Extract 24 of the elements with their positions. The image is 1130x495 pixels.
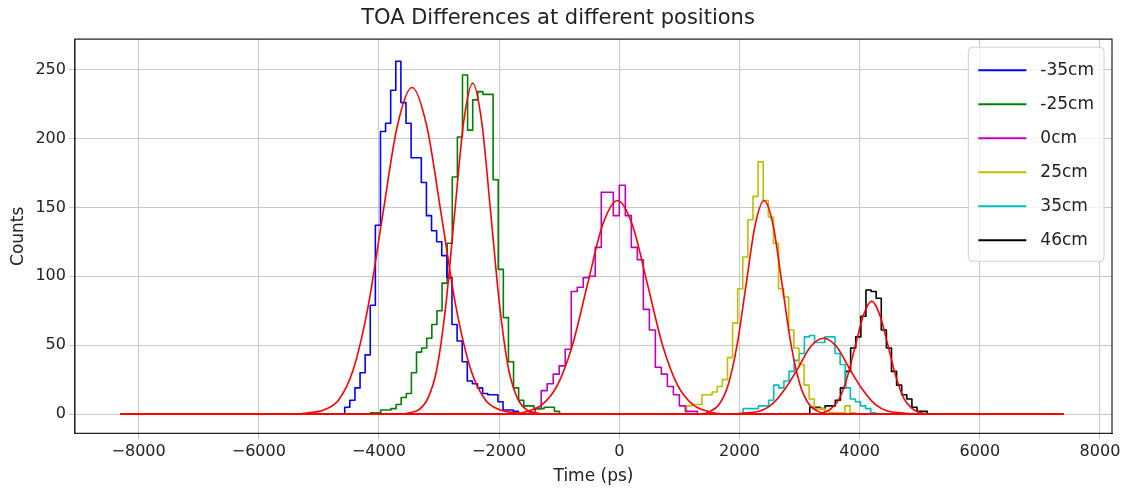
y-tick-label: 0 (55, 403, 66, 423)
legend-label: -25cm (1040, 92, 1095, 113)
legend-label: 46cm (1040, 228, 1088, 249)
x-tick-label: −2000 (472, 441, 527, 461)
x-tick-label: −4000 (351, 441, 407, 461)
x-tick-label: 8000 (1079, 441, 1121, 461)
y-tick-label: 50 (45, 334, 66, 354)
x-tick-label: −6000 (231, 441, 286, 461)
legend-label: 35cm (1040, 194, 1088, 215)
x-tick-label: 0 (614, 441, 625, 461)
x-tick-label: −8000 (111, 441, 166, 461)
legend-label: -35cm (1040, 58, 1095, 79)
y-tick-label: 150 (35, 196, 66, 216)
x-axis-title: Time (ps) (552, 465, 634, 486)
legend-label: 0cm (1040, 126, 1078, 147)
legend-label: 25cm (1040, 160, 1088, 181)
y-tick-label: 200 (35, 127, 66, 147)
chart-title: TOA Differences at different positions (360, 5, 755, 30)
x-tick-label: 6000 (959, 441, 1001, 461)
y-axis-title: Counts (6, 206, 27, 266)
y-tick-label: 250 (35, 58, 66, 78)
x-tick-label: 4000 (839, 441, 880, 461)
y-tick-label: 100 (35, 265, 66, 285)
x-tick-label: 2000 (719, 441, 760, 461)
